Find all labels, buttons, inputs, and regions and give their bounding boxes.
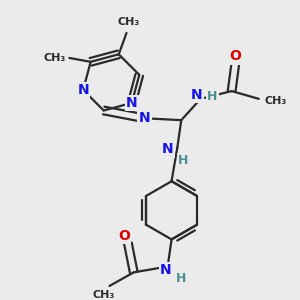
Text: O: O xyxy=(118,229,130,242)
Text: CH₃: CH₃ xyxy=(265,96,287,106)
Text: CH₃: CH₃ xyxy=(43,53,65,63)
Text: O: O xyxy=(230,49,242,63)
Text: H: H xyxy=(178,154,188,167)
Text: N: N xyxy=(162,142,173,156)
Text: CH₃: CH₃ xyxy=(93,290,115,300)
Text: CH₃: CH₃ xyxy=(117,17,140,27)
Text: N: N xyxy=(160,263,172,278)
Text: N: N xyxy=(139,111,150,125)
Text: H: H xyxy=(207,90,217,104)
Text: H: H xyxy=(176,272,186,285)
Text: N: N xyxy=(126,96,138,110)
Text: N: N xyxy=(191,88,203,102)
Text: N: N xyxy=(77,83,89,97)
